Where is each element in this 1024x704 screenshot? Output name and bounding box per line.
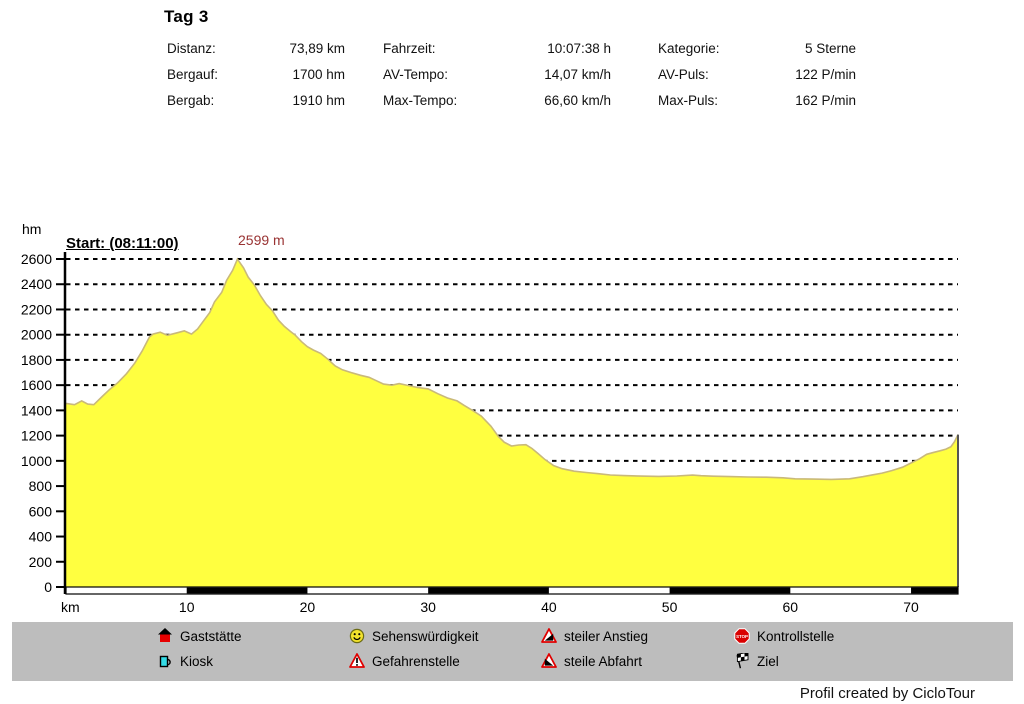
sight-smiley-icon [349,628,365,644]
y-tick-label: 2600 [21,251,52,267]
stat-value-bergab: 1910 hm [292,93,345,108]
legend-item-kontrollstelle: STOP Kontrollstelle [734,627,834,645]
stat-label-bergab: Bergab: [167,93,215,108]
y-tick-label: 400 [29,529,53,545]
y-tick-label: 1200 [21,428,52,444]
start-time-annotation: Start: (08:11:00) [66,235,179,252]
legend-item-kiosk: Kiosk [157,652,213,670]
stat-label-kategorie: Kategorie: [658,41,720,56]
legend-item-gefahrenstelle: Gefahrenstelle [349,652,460,670]
y-tick-label: 1800 [21,352,52,368]
x-tick-label: 10 [179,599,195,615]
legend-label: Sehenswürdigkeit [372,628,479,644]
legend-item-steiler-anstieg: steiler Anstieg [541,627,648,645]
legend-item-ziel: Ziel [734,652,779,670]
stat-value-fahrzeit: 10:07:38 h [547,41,611,56]
kiosk-mug-icon [157,653,173,669]
stat-label-max-tempo: Max-Tempo: [383,93,458,108]
finish-flag-icon [734,653,750,669]
credit-text: Profil created by CicloTour [799,685,975,702]
stat-value-kategorie: 5 Sterne [804,41,856,56]
y-tick-label: 2400 [21,276,52,292]
x-axis-labels: 10 20 30 40 50 60 70 [179,599,919,615]
steep-descent-icon [541,653,557,669]
x-tick-label: 20 [300,599,316,615]
stat-value-av-tempo: 14,07 km/h [544,67,611,82]
legend-label: Ziel [757,653,779,669]
elevation-area [66,259,958,587]
stat-label-bergauf: Bergauf: [167,67,219,82]
y-tick-label: 1600 [21,377,52,393]
x-tick-label: 60 [783,599,799,615]
stat-label-max-puls: Max-Puls: [658,93,719,108]
stat-label-distanz: Distanz: [167,41,216,56]
gridlines [66,258,958,563]
y-tick-label: 200 [29,554,53,570]
y-tick-label: 2200 [21,301,52,317]
y-axis-unit-label: hm [22,221,42,237]
legend-label: steile Abfahrt [564,653,643,669]
stat-value-av-puls: 122 P/min [795,67,856,82]
legend-label: Kontrollstelle [757,628,835,644]
stat-value-max-puls: 162 P/min [795,93,856,108]
y-tick-label: 600 [29,503,53,519]
svg-text:STOP: STOP [736,634,748,639]
stat-label-av-tempo: AV-Tempo: [383,67,449,82]
x-tick-label: 30 [420,599,436,615]
x-tick-label: 70 [903,599,919,615]
y-tick-label: 2000 [21,327,52,343]
elevation-outline [65,257,959,481]
legend-label: Kiosk [180,653,214,669]
legend-item-gaststaette: Gaststätte [157,627,242,645]
x-tick-label: 50 [662,599,678,615]
restaurant-house-icon [157,628,173,644]
x-axis-unit-label: km [61,599,80,615]
legend-item-steile-abfahrt: steile Abfahrt [541,652,642,670]
checkpoint-stop-icon: STOP [734,628,750,644]
stat-value-distanz: 73,89 km [289,41,345,56]
peak-elevation-annotation: 2599 m [238,232,285,248]
y-axis: 0 200 400 600 800 1000 1200 1400 1600 1800 2000 220… [21,251,67,595]
legend-label: steiler Anstieg [564,628,649,644]
x-tick-label: 40 [541,599,557,615]
stat-value-bergauf: 1700 hm [292,67,345,82]
legend-bar: Gaststätte Kiosk Sehenswürdigkeit Gefahr… [12,622,1013,681]
legend-label: Gefahrenstelle [372,653,460,669]
y-tick-label: 0 [44,579,52,595]
stat-label-fahrzeit: Fahrzeit: [383,41,436,56]
stat-value-max-tempo: 66,60 km/h [544,93,611,108]
steep-ascent-icon [541,628,557,644]
y-tick-label: 800 [29,478,53,494]
page-title: Tag 3 [164,7,209,26]
legend-item-sehenswuerdigkeit: Sehenswürdigkeit [349,627,479,645]
y-tick-label: 1000 [21,453,52,469]
stat-label-av-puls: AV-Puls: [658,67,709,82]
y-tick-label: 1400 [21,402,52,418]
x-scale-bar [65,586,959,595]
legend-label: Gaststätte [180,628,242,644]
danger-spot-icon [349,653,365,669]
